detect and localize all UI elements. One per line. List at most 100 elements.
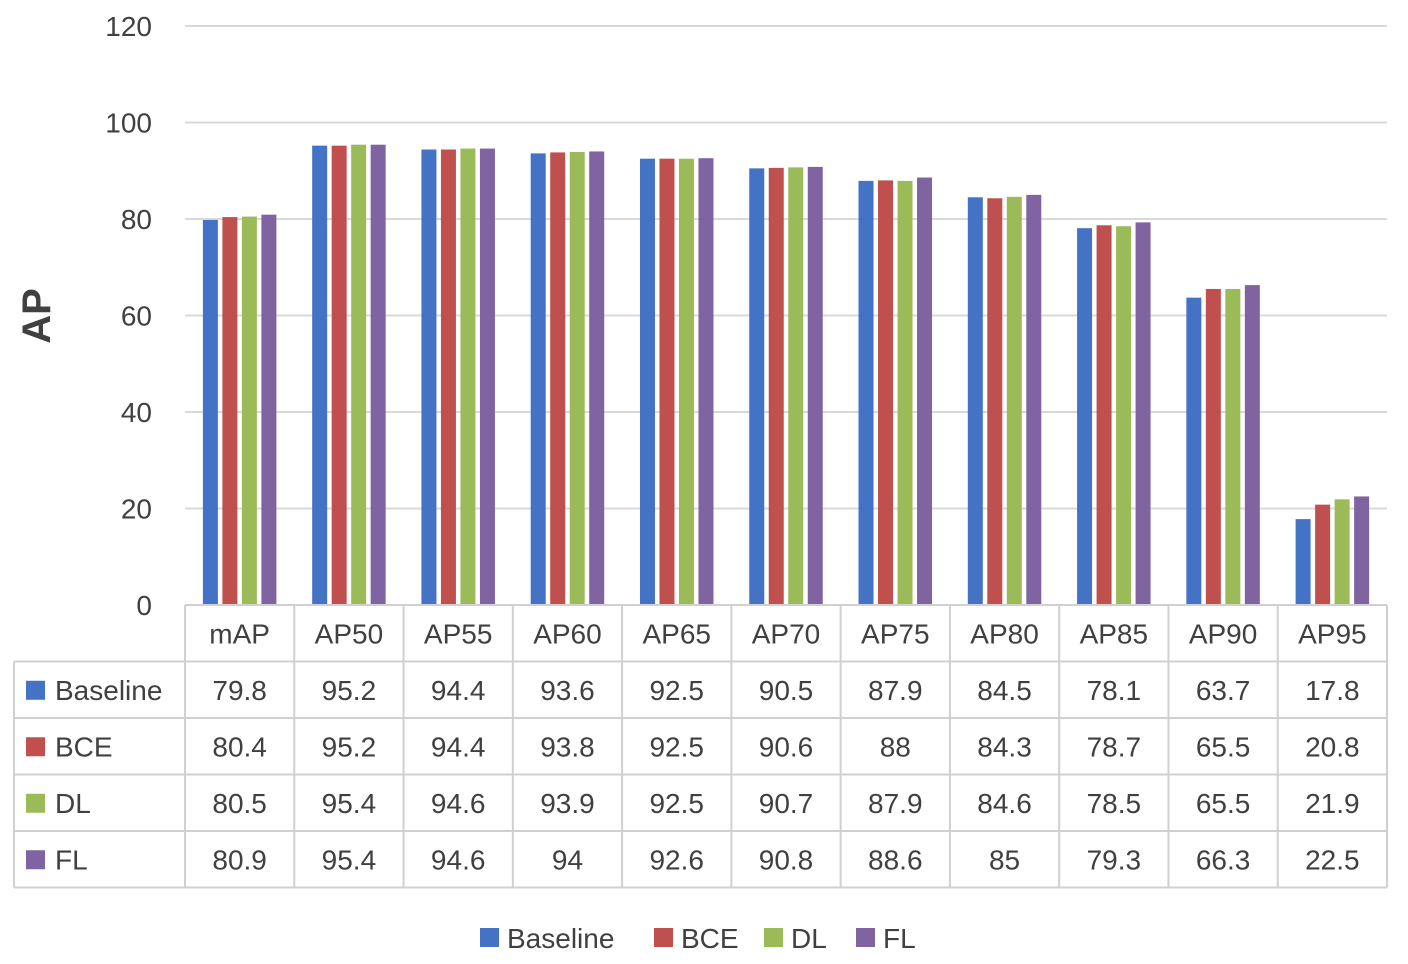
- bar-bce-ap55: [440, 149, 456, 605]
- bar-bce-ap70: [768, 167, 784, 606]
- data-label: 79.8: [212, 675, 267, 706]
- bar-baseline-ap90: [1186, 297, 1202, 605]
- data-label: 21.9: [1305, 788, 1360, 819]
- legend-key-baseline: [480, 928, 499, 947]
- bar-dl-ap85: [1116, 226, 1132, 606]
- table-legend-key: [26, 737, 45, 757]
- data-label: 84.6: [977, 788, 1032, 819]
- y-axis-ticks: 0 20 40 60 80 100 120: [105, 11, 152, 621]
- legend-label-fl: FL: [883, 923, 916, 954]
- data-label: 78.5: [1087, 788, 1142, 819]
- data-label: 95.2: [322, 675, 377, 706]
- bar-fl-ap90: [1244, 285, 1260, 605]
- data-label: 65.5: [1196, 788, 1251, 819]
- bar-fl-ap65: [698, 158, 714, 605]
- data-label: 94.4: [431, 675, 486, 706]
- bar-bce-ap50: [331, 145, 347, 605]
- y-tick-label: 80: [121, 204, 152, 235]
- legend-label-baseline: Baseline: [507, 923, 614, 954]
- x-tick-label: AP75: [861, 618, 930, 649]
- bar-fl-ap70: [807, 166, 823, 605]
- data-label: 94: [552, 844, 583, 875]
- data-label: 63.7: [1196, 675, 1251, 706]
- table-series-label: FL: [55, 844, 88, 875]
- table-series-label: BCE: [55, 731, 113, 762]
- bar-baseline-ap80: [967, 197, 983, 605]
- data-label: 84.5: [977, 675, 1032, 706]
- data-label: 80.9: [212, 844, 267, 875]
- data-label: 88: [880, 731, 911, 762]
- y-tick-label: 40: [121, 397, 152, 428]
- table-legend-key: [26, 850, 45, 870]
- bar-fl-ap55: [479, 148, 495, 605]
- data-label: 66.3: [1196, 844, 1251, 875]
- bar-baseline-ap95: [1295, 519, 1311, 605]
- data-label: 95.4: [322, 788, 377, 819]
- bar-fl-ap80: [1026, 194, 1042, 605]
- data-label: 88.6: [868, 844, 923, 875]
- bar-dl-ap95: [1334, 499, 1350, 605]
- data-label: 90.5: [759, 675, 814, 706]
- data-label: 93.9: [540, 788, 595, 819]
- data-label: 20.8: [1305, 731, 1360, 762]
- bar-fl-map: [261, 214, 277, 605]
- legend-key-bce: [654, 928, 673, 947]
- data-label: 90.8: [759, 844, 814, 875]
- legend: Baseline BCE DL FL: [480, 923, 916, 954]
- data-label: 92.5: [649, 731, 704, 762]
- x-tick-label: AP85: [1080, 618, 1149, 649]
- bar-dl-map: [241, 216, 257, 605]
- bar-bce-ap60: [550, 152, 566, 606]
- data-label: 87.9: [868, 675, 923, 706]
- x-tick-label: AP55: [424, 618, 493, 649]
- x-tick-label: mAP: [209, 618, 270, 649]
- data-label: 65.5: [1196, 731, 1251, 762]
- data-label: 94.6: [431, 788, 486, 819]
- bar-bce-ap95: [1315, 504, 1331, 605]
- bar-fl-ap75: [917, 177, 933, 605]
- data-label: 92.5: [649, 788, 704, 819]
- bar-fl-ap50: [370, 144, 386, 605]
- bar-bce-map: [222, 217, 238, 605]
- bar-fl-ap60: [589, 151, 605, 605]
- data-label: 84.3: [977, 731, 1032, 762]
- bar-baseline-map: [202, 219, 218, 605]
- table-series-label: Baseline: [55, 675, 162, 706]
- data-label: 87.9: [868, 788, 923, 819]
- bar-dl-ap90: [1225, 288, 1241, 605]
- x-tick-label: AP60: [533, 618, 602, 649]
- bar-baseline-ap85: [1077, 228, 1093, 606]
- y-tick-label: 20: [121, 494, 152, 525]
- data-label: 80.5: [212, 788, 267, 819]
- legend-label-dl: DL: [791, 923, 827, 954]
- data-label: 93.6: [540, 675, 595, 706]
- data-label: 92.6: [649, 844, 704, 875]
- data-label: 94.6: [431, 844, 486, 875]
- x-tick-label: AP80: [970, 618, 1039, 649]
- bar-bce-ap85: [1096, 225, 1112, 605]
- data-label: 94.4: [431, 731, 486, 762]
- bar-baseline-ap65: [639, 158, 655, 605]
- data-label: 85: [989, 844, 1020, 875]
- bar-baseline-ap60: [530, 153, 546, 605]
- y-tick-label: 100: [105, 108, 152, 139]
- x-tick-label: AP95: [1298, 618, 1367, 649]
- table-series-label: DL: [55, 788, 91, 819]
- data-label: 90.6: [759, 731, 814, 762]
- bar-bce-ap65: [659, 158, 675, 605]
- data-label: 80.4: [212, 731, 267, 762]
- bar-baseline-ap55: [421, 149, 437, 605]
- data-label: 93.8: [540, 731, 595, 762]
- bar-baseline-ap75: [858, 180, 874, 605]
- data-label: 90.7: [759, 788, 814, 819]
- data-label: 79.3: [1087, 844, 1142, 875]
- x-tick-label: AP90: [1189, 618, 1258, 649]
- table-legend-key: [26, 680, 45, 700]
- y-tick-label: 120: [105, 11, 152, 42]
- legend-key-dl: [764, 928, 783, 947]
- legend-key-fl: [856, 928, 875, 947]
- data-label: 95.4: [322, 844, 377, 875]
- y-tick-label: 60: [121, 301, 152, 332]
- bar-dl-ap70: [788, 167, 804, 605]
